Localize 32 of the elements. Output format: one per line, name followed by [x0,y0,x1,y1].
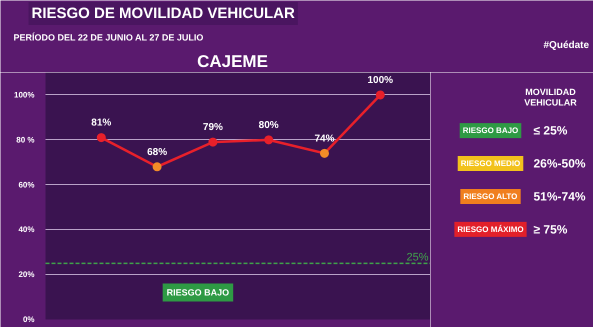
annotation: RIESGO BAJO [166,288,230,298]
text: RIESGO MÁXIMO [457,224,524,234]
legend-title: MOVILIDAD VEHICULAR [524,86,578,108]
text: #Quédate [544,40,590,51]
point [96,133,106,142]
text: RIESGO ALTO [463,192,518,201]
text: 51%-74% [534,189,586,204]
text: 26%-50% [534,156,586,171]
data-label: 68% [147,146,168,158]
data-label: 79% [202,122,224,134]
point [264,135,274,144]
text: ≤ 25% [534,124,568,138]
y-tick-label: 80 % [16,135,34,144]
y-tick-label: 20% [18,270,35,280]
chart-title: RIESGO DE MOVILIDAD VEHICULAR [32,5,296,22]
y-tick-label: 40% [18,225,35,234]
data-label: 81% [91,118,112,129]
text: ≥ 75% [534,222,568,236]
point [152,162,162,172]
point [320,148,329,158]
text: CAJEME [197,52,268,71]
y-tick-label: 60% [18,180,35,190]
data-label: 80% [258,120,279,131]
y-tick-label: 100% [14,90,35,100]
y-tick-label: 0% [22,315,34,324]
ref-line-label: 25% [406,251,429,264]
point [208,138,218,147]
point [376,90,385,100]
chart-subtitle: PERÍODO DEL 22 DE JUNIO AL 27 DE JULIO [14,32,204,42]
data-label: 100% [367,74,394,86]
text: RIESGO BAJO [462,126,518,136]
text: RIESGO MEDIO [460,159,520,168]
